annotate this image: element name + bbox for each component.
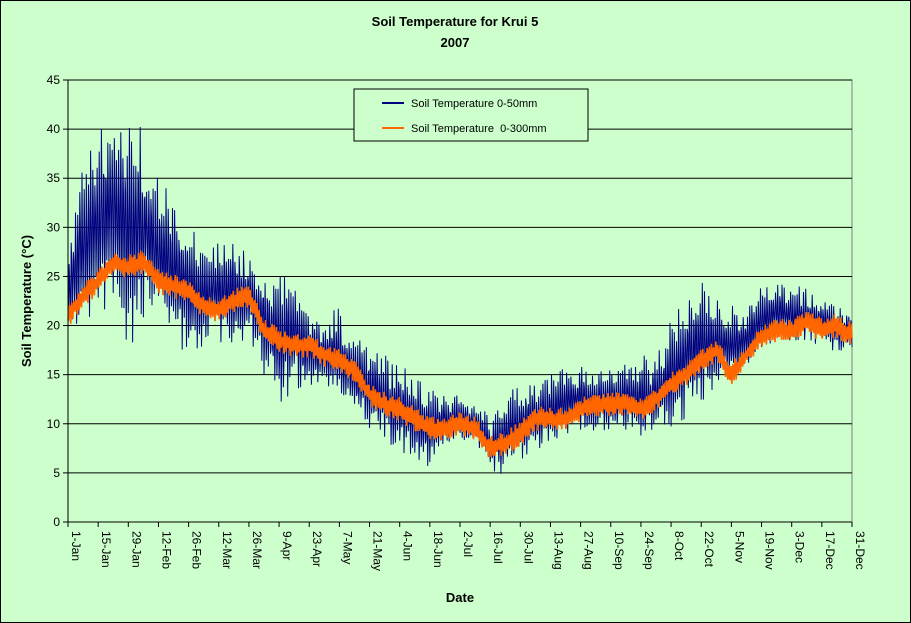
x-tick-label-26-Mar: 26-Mar [250,531,264,569]
x-tick-label-31-Dec: 31-Dec [853,531,867,570]
x-tick-label-15-Jan: 15-Jan [99,531,113,568]
series-line-0-50mm [67,126,853,474]
chart-subtitle: 2007 [441,35,470,50]
x-tick-label-13-Aug: 13-Aug [551,531,565,570]
x-tick-label-27-Aug: 27-Aug [582,531,596,570]
y-axis-ticks: 0 5 10 15 20 25 30 35 40 45 [47,73,68,529]
x-tick-label-21-May: 21-May [371,531,385,571]
plot-area [67,79,853,523]
x-axis-title: Date [446,590,474,605]
series-line-0-300mm [67,250,853,458]
y-tick-label-20: 20 [47,319,61,333]
x-tick-label-7-May: 7-May [340,531,354,564]
x-tick-label-18-Jun: 18-Jun [431,531,445,568]
y-tick-label-25: 25 [47,269,61,283]
y-tick-label-5: 5 [53,466,60,480]
chart-title: Soil Temperature for Krui 5 [372,14,539,29]
y-tick-label-35: 35 [47,171,61,185]
x-tick-label-12-Mar: 12-Mar [220,531,234,569]
x-tick-label-16-Jul: 16-Jul [491,531,505,564]
x-tick-label-8-Oct: 8-Oct [672,531,686,561]
legend-label-0-300mm: Soil Temperature 0-300mm [411,123,547,135]
x-tick-label-10-Sep: 10-Sep [612,531,626,570]
x-tick-label-24-Sep: 24-Sep [642,531,656,570]
x-tick-label-3-Dec: 3-Dec [793,531,807,563]
x-tick-label-5-Nov: 5-Nov [732,531,746,563]
legend-label-0-50mm: Soil Temperature 0-50mm [411,98,537,110]
x-tick-label-30-Jul: 30-Jul [521,531,535,564]
y-tick-label-30: 30 [47,220,61,234]
x-tick-label-2-Jul: 2-Jul [461,531,475,557]
y-tick-label-0: 0 [53,515,60,529]
legend: Soil Temperature 0-50mm Soil Temperature… [353,88,589,142]
y-tick-label-40: 40 [47,122,61,136]
x-tick-label-26-Feb: 26-Feb [190,531,204,569]
series-layer [67,126,853,474]
x-tick-label-9-Apr: 9-Apr [280,531,294,560]
x-tick-label-22-Oct: 22-Oct [702,531,716,568]
x-tick-label-1-Jan: 1-Jan [69,531,83,561]
x-axis-ticks: 1-Jan 15-Jan 29-Jan 12-Feb 26-Feb 12-Mar 26-Ma… [67,522,867,571]
x-tick-label-23-Apr: 23-Apr [310,531,324,567]
legend-box [353,88,589,142]
x-tick-label-12-Feb: 12-Feb [159,531,173,569]
y-tick-label-45: 45 [47,73,61,87]
x-tick-label-4-Jun: 4-Jun [401,531,415,561]
x-tick-label-17-Dec: 17-Dec [823,531,837,570]
y-tick-label-15: 15 [47,368,61,382]
y-tick-label-10: 10 [47,417,61,431]
x-tick-label-19-Nov: 19-Nov [763,531,777,570]
y-axis-title: Soil Temperature (°C) [19,235,34,367]
x-tick-label-29-Jan: 29-Jan [129,531,143,568]
